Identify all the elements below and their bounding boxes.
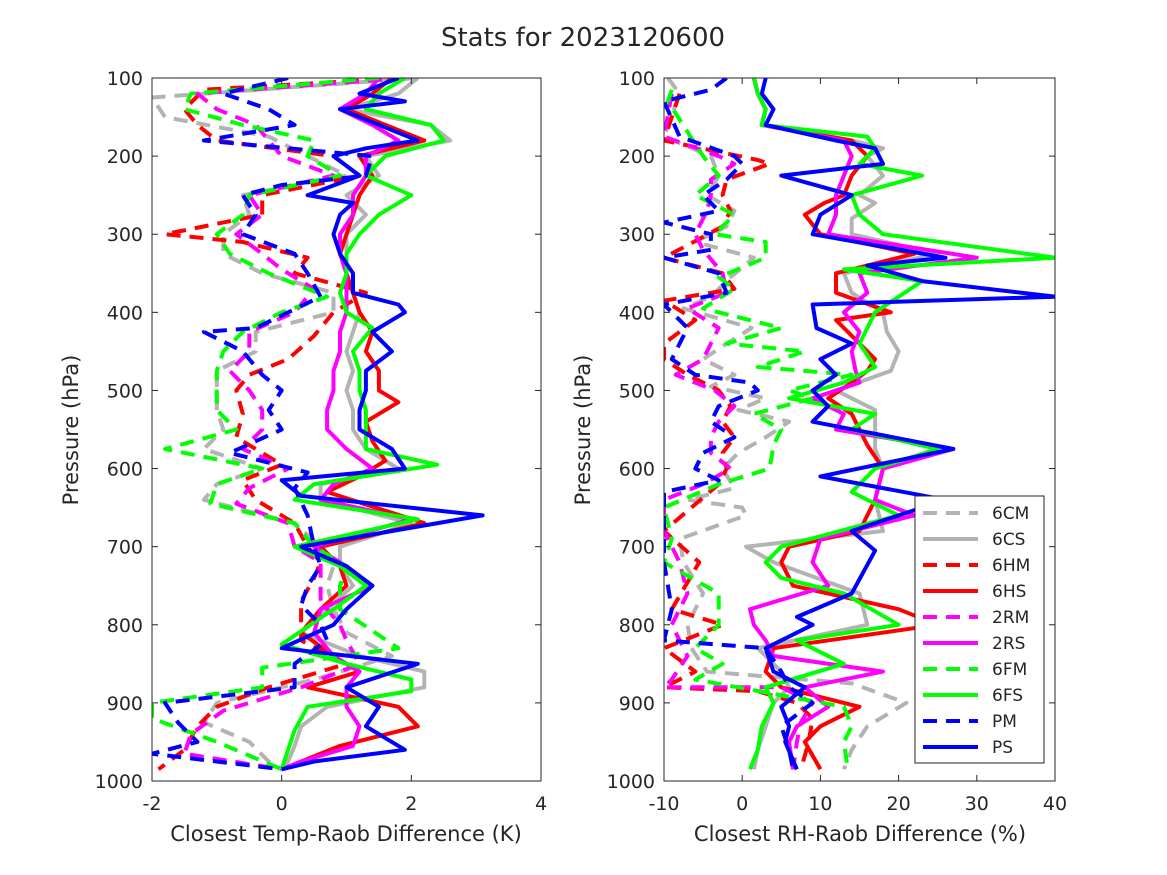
temp-x-tick-label: 4 xyxy=(535,793,547,815)
temp-series-6cm xyxy=(152,78,418,772)
temp-axes-box xyxy=(151,77,542,782)
rh-y-tick-label: 800 xyxy=(619,615,655,637)
rh-x-tick-label: 30 xyxy=(965,793,989,815)
temp-series-2rs xyxy=(280,78,414,772)
rh-y-tick-label: 100 xyxy=(619,68,655,90)
temp-x-tick-label: 2 xyxy=(405,793,417,815)
temp-diff-panel: -2 0 2 4 100 200 300 400 500 600 700 800 900 1000 Clo… xyxy=(59,68,547,846)
rh-axes-box xyxy=(663,77,1056,782)
rh-series-6hs xyxy=(751,78,940,771)
temp-y-axis-label: Pressure (hPa) xyxy=(59,355,83,506)
legend-label-ps: PS xyxy=(992,738,1013,758)
rh-series-pm xyxy=(664,78,815,770)
temp-x-tick-label: -2 xyxy=(143,793,162,815)
rh-series-6fs xyxy=(748,78,1055,771)
legend-label-6cs: 6CS xyxy=(992,530,1025,550)
rh-y-tick-label: 900 xyxy=(619,693,655,715)
temp-y-tick-label: 1000 xyxy=(95,771,143,793)
rh-y-tick-label: 500 xyxy=(619,380,655,402)
temp-series-ps xyxy=(279,78,485,772)
legend-items: 6CM 6CS 6HM 6HS 2RM 2RS 6FM 6FS PM PS xyxy=(923,504,1030,758)
chart-legend: 6CM 6CS 6HM 6HS 2RM 2RS 6FM 6FS PM PS xyxy=(914,495,1045,764)
rh-y-tick-label: 200 xyxy=(619,146,655,168)
rh-x-tick-label: 10 xyxy=(808,793,832,815)
temp-y-tick-label: 200 xyxy=(107,146,143,168)
legend-label-6cm: 6CM xyxy=(992,504,1029,524)
temp-y-tick-label: 700 xyxy=(107,537,143,559)
legend-label-2rm: 2RM xyxy=(992,608,1029,628)
rh-y-axis-label: Pressure (hPa) xyxy=(571,355,595,506)
legend-label-6hm: 6HM xyxy=(992,556,1030,576)
rh-ticks-layer: -10 0 10 20 30 40 100 200 300 400 500 600 700 800 900 1… xyxy=(607,68,1067,815)
rh-x-tick-label: 20 xyxy=(887,793,911,815)
temp-series-6fm xyxy=(152,78,401,772)
temp-x-tick-label: 0 xyxy=(276,793,288,815)
rh-x-axis-label: Closest RH-Raob Difference (%) xyxy=(694,822,1026,846)
temp-y-tick-label: 900 xyxy=(107,693,143,715)
temp-y-tick-label: 400 xyxy=(107,302,143,324)
rh-y-tick-label: 600 xyxy=(619,459,655,481)
figure-title: Stats for 2023120600 xyxy=(441,23,725,53)
legend-label-6hs: 6HS xyxy=(992,582,1026,602)
rh-series-2rm xyxy=(664,93,815,770)
rh-series-6cm xyxy=(664,78,909,771)
temp-y-tick-label: 300 xyxy=(107,224,143,246)
legend-label-6fs: 6FS xyxy=(992,686,1023,706)
rh-series-ps xyxy=(759,78,1055,771)
legend-label-6fm: 6FM xyxy=(992,660,1027,680)
rh-x-tick-label: -10 xyxy=(648,793,679,815)
rh-diff-panel: -10 0 10 20 30 40 100 200 300 400 500 600 700 800 900 1… xyxy=(571,68,1067,846)
temp-y-tick-label: 100 xyxy=(107,68,143,90)
rh-x-tick-label: 40 xyxy=(1043,793,1067,815)
legend-label-pm: PM xyxy=(992,712,1017,732)
rh-y-tick-label: 700 xyxy=(619,537,655,559)
rh-series-layer xyxy=(664,78,1055,771)
legend-label-2rs: 2RS xyxy=(992,634,1025,654)
rh-x-tick-label: 0 xyxy=(736,793,748,815)
rh-y-tick-label: 1000 xyxy=(607,771,655,793)
temp-y-tick-label: 800 xyxy=(107,615,143,637)
rh-y-tick-label: 400 xyxy=(619,302,655,324)
rh-y-tick-label: 300 xyxy=(619,224,655,246)
temp-x-axis-label: Closest Temp-Raob Difference (K) xyxy=(170,822,522,846)
rh-series-6hm xyxy=(664,92,815,770)
temp-y-tick-label: 600 xyxy=(107,459,143,481)
temp-y-tick-label: 500 xyxy=(107,380,143,402)
temp-series-layer xyxy=(152,78,485,772)
